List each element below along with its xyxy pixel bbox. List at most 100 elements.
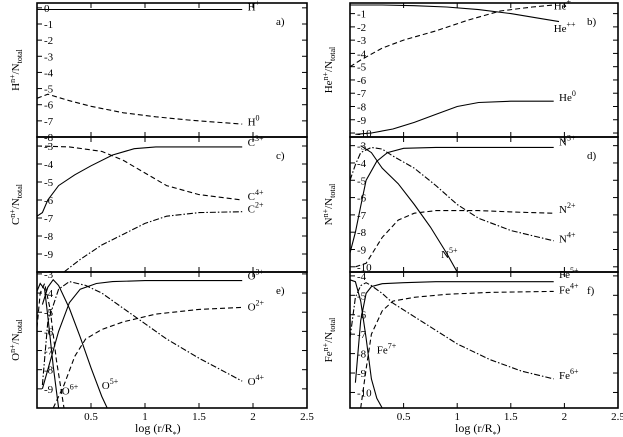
y-tick-label: -5: [44, 307, 54, 319]
panel-letter: d): [587, 150, 597, 162]
series-he-pp: [350, 4, 560, 23]
series-label: N5+: [441, 246, 458, 261]
panel-frame: [349, 271, 619, 409]
y-tick-label: -4: [357, 48, 367, 60]
series-n-5p: [360, 145, 458, 273]
series-c-2p: [63, 211, 243, 273]
series-h-0: [36, 93, 243, 125]
x-tick-label: 1: [454, 411, 460, 423]
series-fe-5p: [354, 281, 554, 383]
series-o-extra5: [36, 282, 60, 409]
y-axis-label: Fen+/Ntotal: [321, 317, 337, 363]
y-tick-label: -9: [357, 115, 367, 127]
x-axis-label-left: log (r/R*): [135, 421, 181, 437]
series-label: O2+: [248, 298, 265, 313]
series-label: H+: [248, 0, 261, 13]
series-label: Fe6+: [559, 367, 579, 382]
y-tick-label: -2: [357, 22, 366, 34]
y-tick-label: -3: [44, 51, 54, 63]
series-label: N3+: [559, 134, 576, 149]
series-label: O5+: [102, 377, 119, 392]
y-tick-label: -9: [44, 384, 54, 396]
panel-b: He+ He++ He0 -1-2-3-4 -5-6-7-8 -9-10 b) Hen+/Nt…: [321, 0, 619, 140]
panel-letter: c): [276, 150, 285, 162]
y-tick-label: -4: [357, 271, 367, 283]
y-tick-label: -10: [357, 128, 372, 140]
series-label: N2+: [559, 201, 576, 216]
y-tick-label: -2: [44, 35, 53, 47]
x-tick-label: 1.5: [192, 411, 206, 423]
x-tick-label: 1.5: [504, 411, 518, 423]
series-c-4p: [36, 145, 243, 201]
series-o-2p: [52, 306, 243, 409]
panel-letter: b): [587, 16, 597, 28]
series-label: He0: [559, 89, 576, 104]
series-label: Fe4+: [559, 281, 579, 296]
panel-d: N3+ N2+ N4+ N5+ -3 -4 -5 -6 -7 -8 -9 -10 d) Nn+/Ntota…: [321, 134, 619, 274]
series-label: H0: [248, 114, 260, 129]
panel-e: O3+ O2+ O4+ O5+ O6+ -3 -4 -5 -6 -7 -8 -9 0.5 1 1.5 2 2.5…: [8, 268, 314, 423]
x-tick-label: 0.5: [84, 411, 98, 423]
y-axis-label: Hn+/Ntotal: [8, 48, 24, 90]
y-tick-label: -4: [357, 158, 367, 170]
series-label: O4+: [248, 373, 265, 388]
y-tick-label: -5: [357, 175, 367, 187]
y-tick-label: -4: [44, 159, 54, 171]
series-label: N4+: [559, 231, 576, 246]
y-tick-label: -1: [44, 19, 53, 31]
series-label: Fe5+: [559, 266, 579, 281]
y-tick-label: -8: [44, 365, 54, 377]
y-tick-label: -7: [44, 116, 54, 128]
panel-frame: [349, 136, 619, 273]
y-tick-label: -5: [44, 177, 54, 189]
y-tick-label: -10: [357, 387, 372, 399]
y-tick-label: -8: [357, 101, 367, 113]
panel-c: C3+ C4+C2+ -3 -4 -5 -6 -7 -8 -9 c) Cn+/Ntotal: [8, 134, 308, 273]
panel-a: H+ H0 0 -1 -2 -3 -4 -5 -6 -7 -8 a) Hn+/Ntotal: [8, 0, 308, 144]
y-tick-label: -6: [357, 193, 367, 205]
series-c-3p: [36, 146, 243, 217]
y-tick-label: -6: [44, 100, 54, 112]
y-tick-label: 0: [44, 3, 50, 15]
y-tick-label: -9: [44, 249, 54, 261]
panel-letter: f): [587, 285, 595, 297]
y-tick-label: -6: [44, 195, 54, 207]
x-tick-label: 2.5: [300, 411, 314, 423]
x-axis-label-right: log (r/R*): [455, 421, 501, 437]
panel-frame: [349, 2, 619, 138]
y-tick-label: -3: [44, 141, 54, 153]
x-tick-label: 0.5: [397, 411, 411, 423]
y-tick-label: -7: [357, 88, 367, 100]
y-tick-label: -1: [357, 9, 366, 21]
y-tick-label: -8: [357, 349, 367, 361]
panel-frame: [36, 271, 308, 409]
series-fe-7p: [349, 279, 383, 409]
y-tick-label: -6: [44, 326, 54, 338]
series-o-5p: [41, 278, 108, 409]
x-tick-label: 2: [562, 411, 568, 423]
y-tick-label: -7: [44, 346, 54, 358]
y-tick-label: -3: [44, 269, 54, 281]
y-axis-label: On+/Ntotal: [8, 318, 24, 360]
y-tick-label: -5: [357, 62, 367, 74]
y-tick-label: -7: [44, 213, 54, 225]
series-n-3p: [349, 146, 554, 254]
y-tick-label: -8: [357, 227, 367, 239]
y-tick-label: -10: [357, 262, 372, 274]
series-label: C2+: [248, 201, 264, 216]
y-tick-label: -8: [44, 132, 54, 144]
y-tick-label: -4: [44, 288, 54, 300]
series-o-3p: [41, 280, 243, 389]
y-axis-label: Hen+/Ntotal: [321, 46, 337, 93]
y-tick-label: -6: [357, 75, 367, 87]
series-he-0: [355, 100, 554, 135]
x-tick-label: 2.5: [611, 411, 623, 423]
series-label: He+: [554, 0, 572, 13]
y-axis-label: Nn+/Ntotal: [321, 183, 337, 225]
series-he-p: [349, 4, 554, 68]
y-tick-label: -5: [44, 84, 54, 96]
x-tick-label: 2: [250, 411, 256, 423]
panel-letter: e): [276, 285, 285, 297]
series-label: He++: [554, 20, 576, 35]
